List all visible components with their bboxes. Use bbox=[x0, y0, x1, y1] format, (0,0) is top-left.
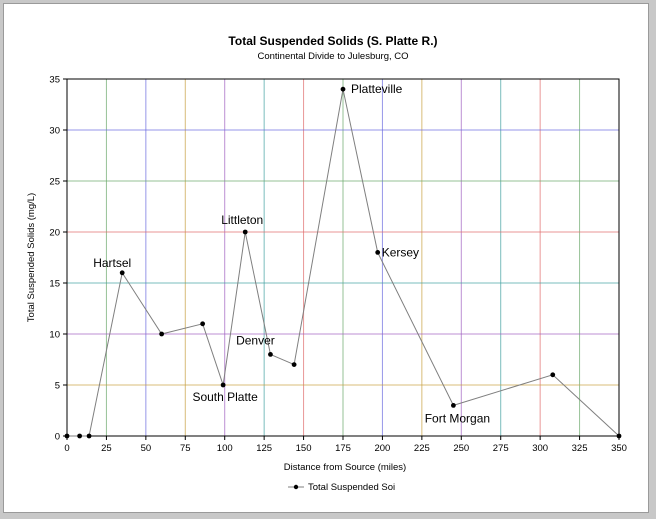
chart-title: Total Suspended Solids (S. Platte R.) bbox=[228, 34, 437, 48]
y-tick-label: 0 bbox=[55, 432, 60, 443]
x-tick-label: 350 bbox=[611, 443, 627, 454]
y-tick-label: 20 bbox=[49, 228, 60, 239]
y-tick-label: 15 bbox=[49, 279, 60, 290]
x-tick-label: 250 bbox=[453, 443, 469, 454]
x-axis-label: Distance from Source (miles) bbox=[284, 462, 406, 473]
legend-marker bbox=[293, 484, 299, 490]
legend: Total Suspended Soi bbox=[288, 482, 395, 493]
annotation-label: Denver bbox=[236, 333, 275, 347]
data-point bbox=[159, 331, 165, 337]
annotation-label: South Platte bbox=[192, 390, 258, 404]
annotation-label: Fort Morgan bbox=[425, 411, 490, 425]
annotation-label: Platteville bbox=[351, 82, 403, 96]
x-tick-label: 200 bbox=[374, 443, 390, 454]
y-tick-label: 30 bbox=[49, 126, 60, 137]
annotation-label: Kersey bbox=[382, 245, 419, 259]
series-total-suspended-solids bbox=[64, 86, 622, 439]
x-tick-label: 25 bbox=[101, 443, 112, 454]
annotation-label: Littleton bbox=[221, 213, 263, 227]
data-point bbox=[86, 433, 92, 439]
data-point bbox=[64, 433, 70, 439]
data-point bbox=[616, 433, 622, 439]
data-point bbox=[220, 382, 226, 388]
x-tick-label: 300 bbox=[532, 443, 548, 454]
x-tick-label: 275 bbox=[493, 443, 509, 454]
x-tick-label: 325 bbox=[572, 443, 588, 454]
x-tick-label: 125 bbox=[256, 443, 272, 454]
point-annotations: Hartsel South Platte Littleton Denver Platte… bbox=[93, 82, 490, 425]
y-tick-label: 10 bbox=[49, 330, 60, 341]
y-tick-label: 35 bbox=[49, 75, 60, 86]
x-tick-label: 0 bbox=[64, 443, 69, 454]
data-point bbox=[550, 372, 556, 378]
data-point bbox=[200, 321, 206, 327]
x-tick-label: 225 bbox=[414, 443, 430, 454]
data-point bbox=[77, 433, 83, 439]
x-tick-label: 75 bbox=[180, 443, 191, 454]
gridlines bbox=[67, 79, 619, 436]
x-tick-label: 175 bbox=[335, 443, 351, 454]
data-point bbox=[119, 270, 125, 276]
data-point bbox=[340, 86, 346, 92]
data-point bbox=[291, 362, 297, 367]
y-axis-label: Total Suspended Solids (mg/L) bbox=[26, 193, 37, 322]
annotation-label: Hartsel bbox=[93, 256, 131, 270]
legend-label: Total Suspended Soi bbox=[308, 482, 395, 493]
data-point bbox=[242, 229, 248, 235]
x-tick-label: 50 bbox=[141, 443, 152, 454]
line-chart: Total Suspended Solids (S. Platte R.) Co… bbox=[26, 34, 627, 493]
x-tick-label: 150 bbox=[296, 443, 312, 454]
data-point bbox=[375, 250, 381, 255]
y-tick-label: 25 bbox=[49, 177, 60, 188]
x-tick-label: 100 bbox=[217, 443, 233, 454]
chart-frame: Total Suspended Solids (S. Platte R.) Co… bbox=[3, 3, 649, 513]
y-tick-label: 5 bbox=[55, 381, 60, 392]
data-point bbox=[268, 352, 273, 357]
y-axis-ticks: 0 5 10 15 20 25 30 35 bbox=[49, 75, 67, 443]
x-axis-ticks: 0 25 50 75 100 125 150 175 200 225 250 275 300 325 350 bbox=[64, 436, 627, 454]
chart-subtitle: Continental Divide to Julesburg, CO bbox=[257, 51, 408, 62]
data-point bbox=[451, 403, 456, 408]
